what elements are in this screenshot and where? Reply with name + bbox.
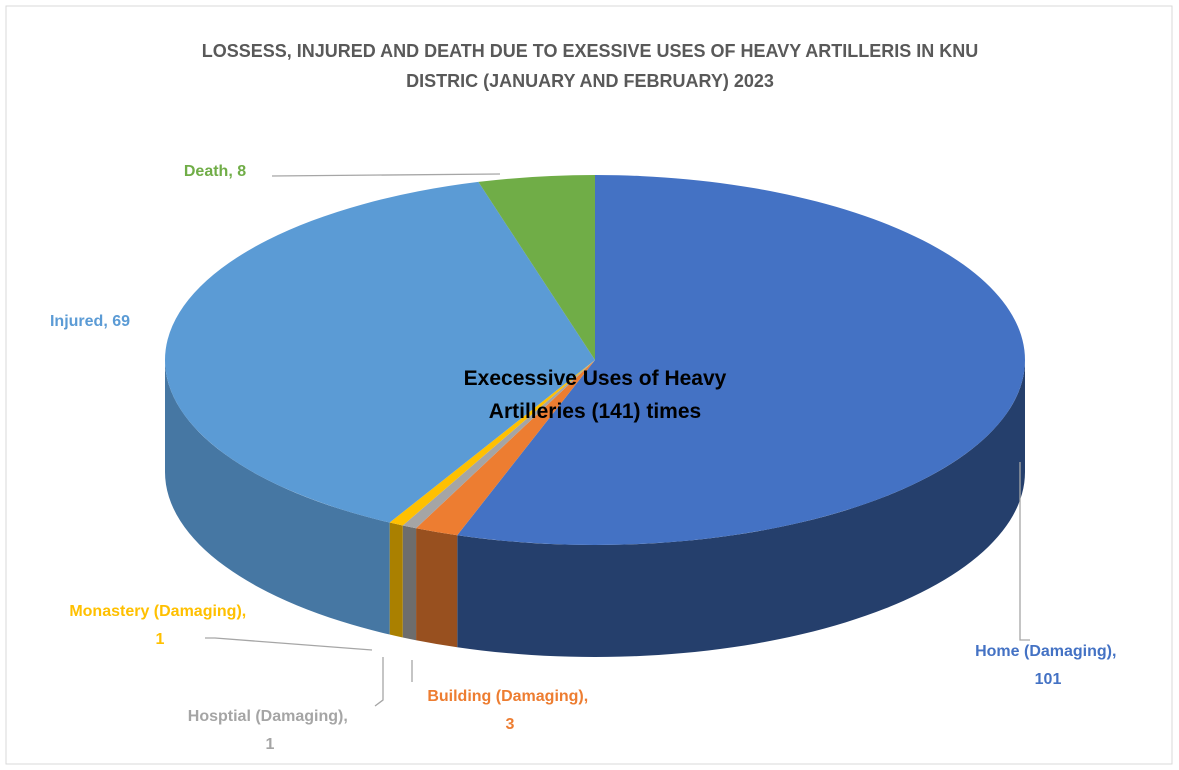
annotation: Execessive Uses of Heavy Artilleries (14… <box>463 367 727 423</box>
pie-slice <box>402 360 595 529</box>
label-value: 8 <box>237 163 246 180</box>
label-value: 101 <box>1035 671 1062 688</box>
label-category: Hosptial (Damaging) <box>188 708 344 725</box>
label-category: Monastery (Damaging) <box>69 603 241 620</box>
pie-side <box>389 522 403 638</box>
pie-slice <box>164 181 596 523</box>
label-value: 1 <box>266 736 275 753</box>
pie-side <box>457 360 1025 658</box>
data-label: Building (Damaging), 3 <box>427 688 592 733</box>
label-separator: , <box>103 313 112 330</box>
pie-side <box>416 528 458 648</box>
leader-line <box>1019 462 1030 641</box>
label-separator: , <box>228 163 237 180</box>
label-value: 69 <box>112 313 130 330</box>
leader-line <box>271 173 501 177</box>
pie-slice <box>416 360 595 536</box>
label-separator: , <box>584 688 593 705</box>
label-separator: , <box>1112 643 1121 660</box>
label-category: Building (Damaging) <box>427 688 583 705</box>
label-value: 3 <box>506 716 515 733</box>
label-category: Home (Damaging) <box>975 643 1112 660</box>
data-label: Hosptial (Damaging), 1 <box>188 708 352 753</box>
pie-slice <box>478 175 595 360</box>
label-category: Injured <box>50 313 103 330</box>
pie-slice <box>389 360 595 526</box>
leader-line <box>205 637 373 651</box>
pie-side <box>402 525 417 641</box>
label-value: 1 <box>156 631 165 648</box>
pie-slice <box>457 175 1025 545</box>
pie-side <box>164 360 390 635</box>
label-separator: , <box>242 603 251 620</box>
data-label: Home (Damaging), 101 <box>975 643 1121 688</box>
data-label: Death, 8 <box>184 163 246 180</box>
data-label: Injured, 69 <box>50 313 130 330</box>
data-label: Monastery (Damaging), 1 <box>69 603 250 648</box>
label-separator: , <box>343 708 352 725</box>
leader-line <box>374 657 384 707</box>
label-category: Death <box>184 163 228 180</box>
chart-title: LOSSESS, INJURED AND DEATH DUE TO EXESSI… <box>201 41 979 91</box>
